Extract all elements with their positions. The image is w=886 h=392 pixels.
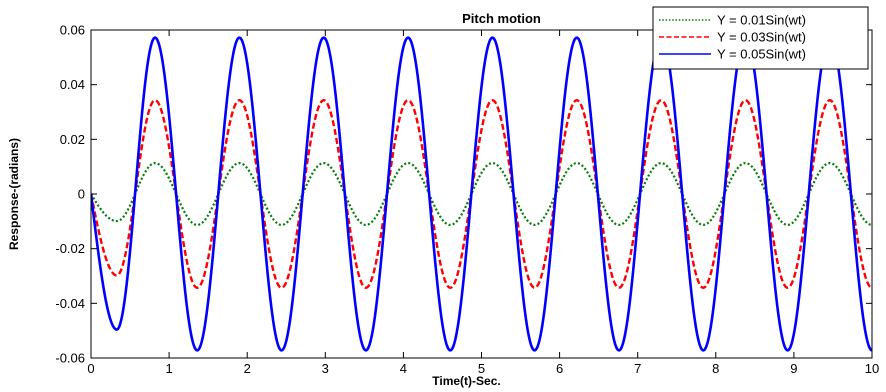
y-tick-label: 0.02 bbox=[60, 132, 85, 147]
y-tick-label: 0.04 bbox=[60, 77, 85, 92]
x-tick-label: 4 bbox=[400, 361, 407, 376]
y-tick-label: 0.06 bbox=[60, 23, 85, 38]
legend-box bbox=[652, 6, 869, 70]
x-tick-label: 9 bbox=[790, 361, 797, 376]
x-tick-label: 7 bbox=[634, 361, 641, 376]
legend: Y = 0.01Sin(wt) Y = 0.03Sin(wt) Y = 0.05Si… bbox=[652, 6, 869, 70]
x-tick-label: 0 bbox=[87, 361, 94, 376]
x-tick-label: 2 bbox=[244, 361, 251, 376]
chart-title: Pitch motion bbox=[462, 11, 541, 26]
x-tick-label: 1 bbox=[165, 361, 172, 376]
x-tick-label: 5 bbox=[478, 361, 485, 376]
legend-entry-label: Y = 0.03Sin(wt) bbox=[717, 30, 806, 45]
legend-entry-label: Y = 0.05Sin(wt) bbox=[717, 47, 806, 62]
x-tick-label: 3 bbox=[322, 361, 329, 376]
y-tick-label: 0 bbox=[78, 187, 85, 202]
x-tick-label: 10 bbox=[865, 361, 879, 376]
y-tick-label: -0.04 bbox=[55, 296, 85, 311]
legend-entry-label: Y = 0.01Sin(wt) bbox=[717, 13, 806, 28]
tick-labels: 0 1 2 3 4 5 6 7 8 9 10 0.06 0.04 0.02 0 -0.02 -0.04 -0.06 bbox=[55, 23, 879, 377]
series-line-1 bbox=[91, 162, 872, 226]
x-tick-label: 6 bbox=[556, 361, 563, 376]
y-axis-label: Response-(radians) bbox=[7, 138, 21, 250]
y-tick-label: -0.02 bbox=[55, 241, 85, 256]
x-tick-label: 8 bbox=[712, 361, 719, 376]
x-axis-label: Time(t)-Sec. bbox=[432, 374, 500, 388]
y-tick-label: -0.06 bbox=[55, 351, 85, 366]
